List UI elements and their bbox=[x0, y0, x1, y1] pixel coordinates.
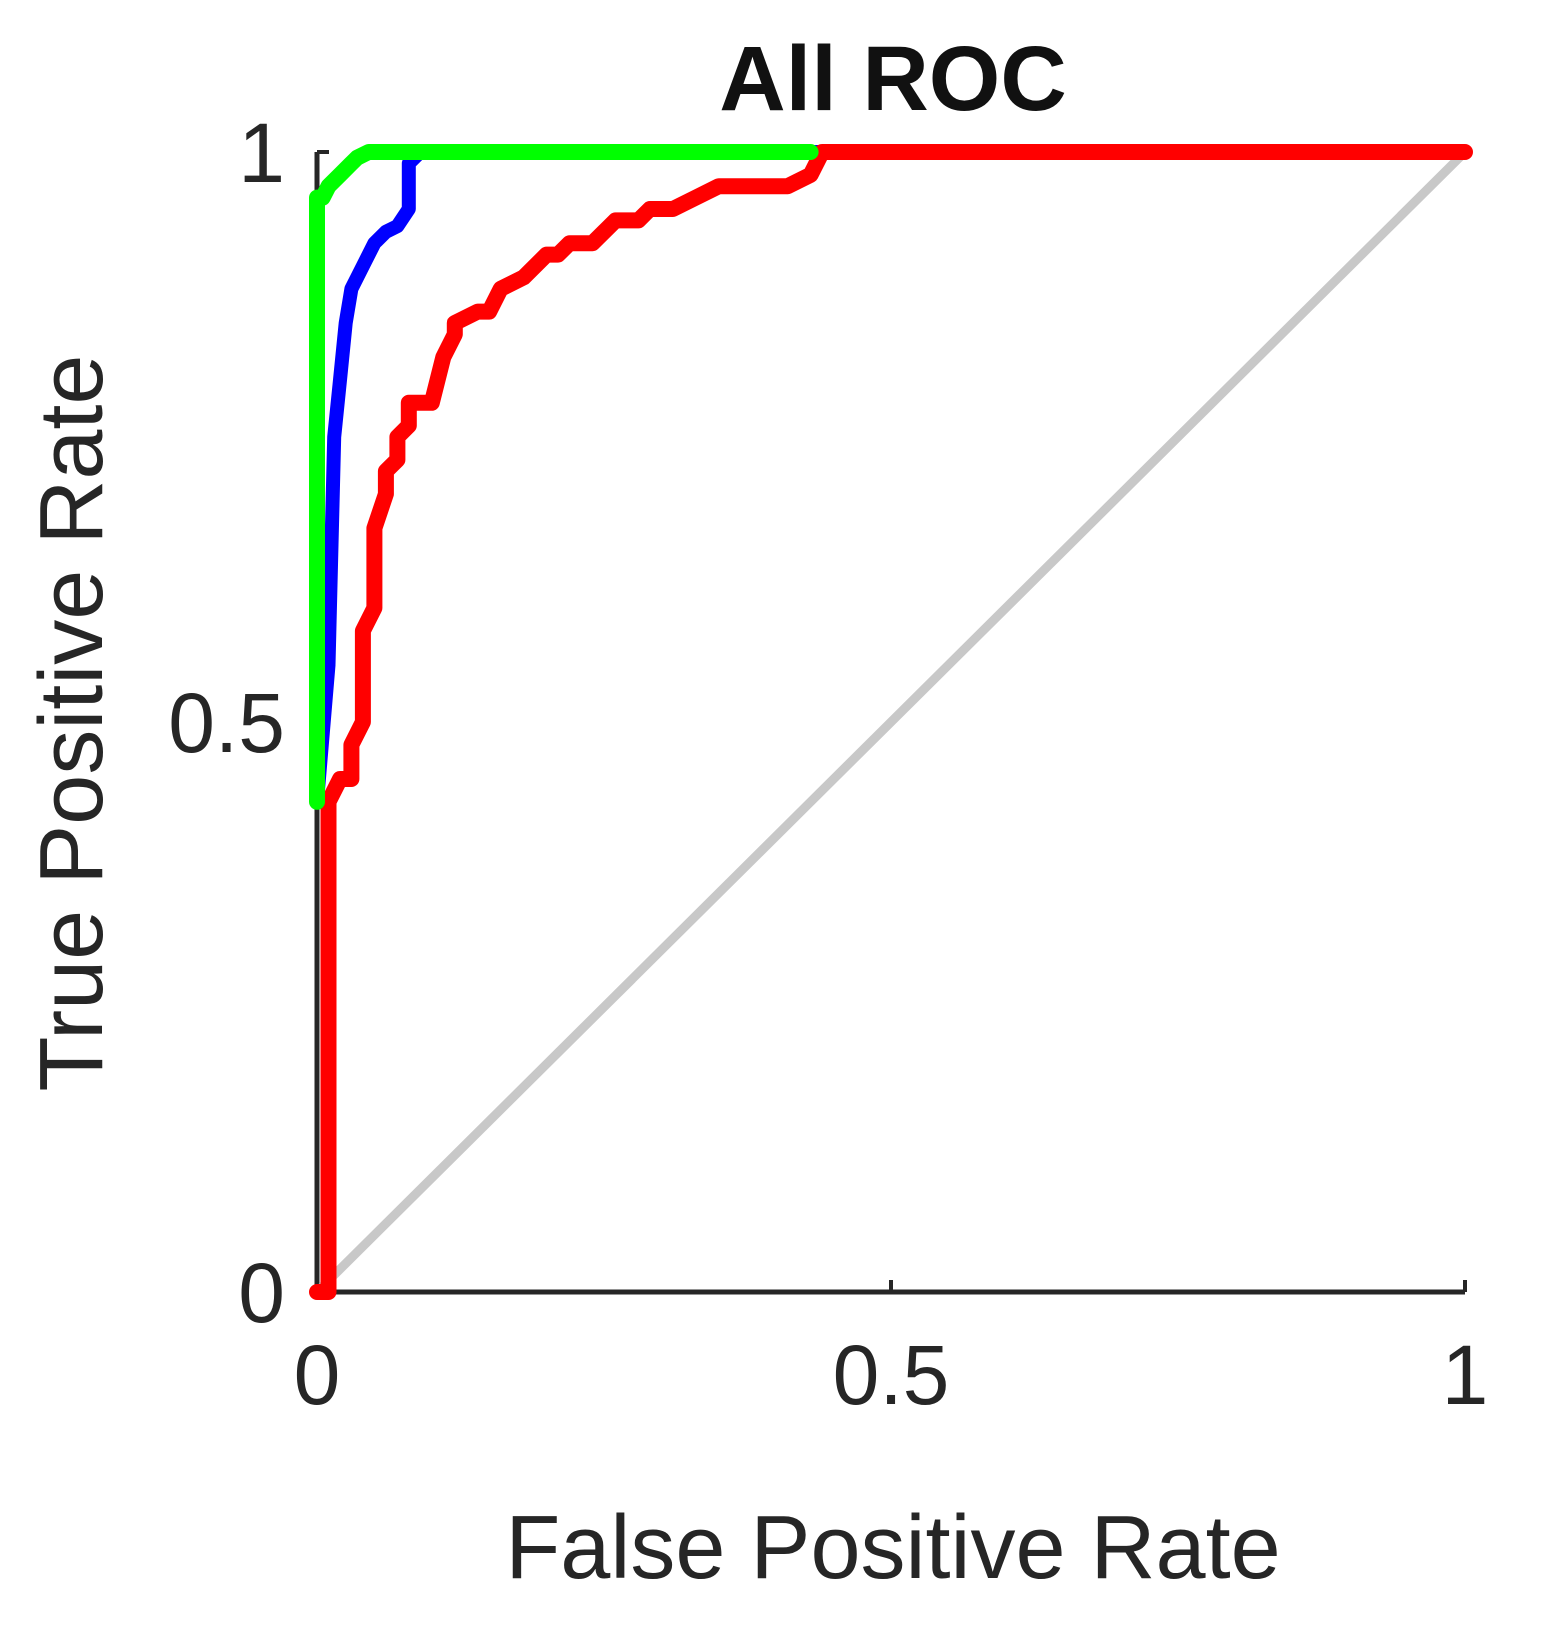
y-tick-label: 1 bbox=[238, 106, 285, 200]
x-tick-label: 1 bbox=[1442, 1328, 1489, 1422]
x-tick-label: 0.5 bbox=[833, 1328, 950, 1422]
tick-labels: 0 0.5 1 0 0.5 1 bbox=[168, 106, 1488, 1422]
series-line-blue bbox=[310, 145, 1472, 809]
series-line-green bbox=[309, 144, 819, 810]
plot-area bbox=[309, 144, 1473, 1300]
series-line-red bbox=[309, 144, 1473, 1300]
diagonal-reference-line bbox=[312, 147, 1470, 1297]
x-axis-label: False Positive Rate bbox=[505, 1498, 1280, 1598]
y-tick-label: 0 bbox=[238, 1246, 285, 1340]
x-tick-label: 0 bbox=[294, 1328, 341, 1422]
y-tick-label: 0.5 bbox=[168, 676, 285, 770]
chart-title: All ROC bbox=[719, 28, 1067, 130]
y-axis-label: True Positive Rate bbox=[22, 355, 122, 1092]
